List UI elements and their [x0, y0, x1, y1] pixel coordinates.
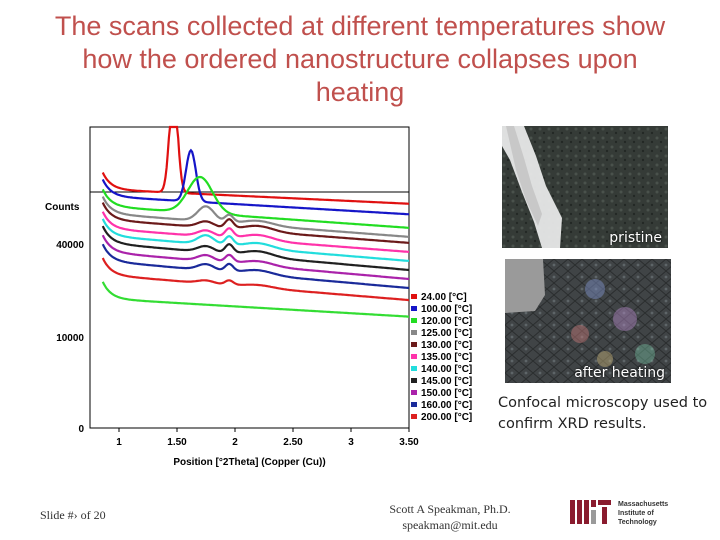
legend-swatch	[411, 402, 417, 407]
y-tick-label: 40000	[56, 240, 84, 251]
author-email[interactable]: speakman@mit.edu	[402, 518, 498, 532]
title-line: heating	[315, 77, 405, 107]
y-tick-label: 0	[78, 424, 84, 435]
micrograph-heated: after heating	[505, 259, 671, 383]
legend-swatch	[411, 342, 417, 347]
legend-label: 24.00 [°C]	[421, 292, 467, 303]
legend-swatch	[411, 294, 417, 299]
legend-label: 120.00 [°C]	[421, 316, 472, 327]
title-line: how the ordered nanostructure collapses …	[82, 44, 638, 74]
series-line	[101, 225, 410, 272]
legend-label: 160.00 [°C]	[421, 400, 472, 411]
micrograph-label-heated: after heating	[574, 365, 665, 381]
mit-logo: Massachusetts Institute of Technology	[570, 500, 668, 526]
series-line	[101, 202, 410, 244]
micrograph-pristine: pristine	[502, 126, 668, 248]
slide-title: The scans collected at different tempera…	[20, 10, 700, 109]
micrograph-label-pristine: pristine	[609, 230, 662, 246]
legend-label: 135.00 [°C]	[421, 352, 472, 363]
micrograph-pristine-image	[502, 126, 668, 248]
series-line	[101, 211, 410, 253]
legend-swatch	[411, 306, 417, 311]
x-axis-label: Position [°2Theta] (Copper (Cu))	[173, 457, 325, 468]
logo-line-3: Technology	[618, 519, 657, 526]
x-tick-label: 3	[348, 437, 354, 448]
legend-swatch	[411, 378, 417, 383]
series-line	[101, 125, 410, 205]
title-line: The scans collected at different tempera…	[54, 11, 666, 41]
legend-swatch	[411, 354, 417, 359]
x-tick-label: 3.50	[399, 437, 419, 448]
logo-line-2: Institute of	[618, 510, 654, 517]
series-line	[101, 281, 409, 318]
legend-swatch	[411, 390, 417, 395]
legend-swatch	[411, 414, 417, 419]
y-axis-label: Counts	[45, 202, 80, 213]
series-line	[101, 196, 410, 238]
legend-label: 200.00 [°C]	[421, 412, 472, 423]
x-tick-label: 1.50	[167, 437, 187, 448]
legend-label: 145.00 [°C]	[421, 376, 472, 387]
slide-number: Slide #› of 20	[40, 508, 106, 522]
series-line	[101, 218, 410, 262]
xrd-chart: 1 1.50 2 2.50 3 3.50 Position [°2Theta] (Coppe…	[45, 125, 472, 468]
legend-label: 140.00 [°C]	[421, 364, 472, 375]
x-tick-label: 1	[116, 437, 122, 448]
legend-swatch	[411, 366, 417, 371]
series-line	[101, 175, 409, 229]
legend-swatch	[411, 330, 417, 335]
mit-logo-mark	[570, 500, 611, 524]
x-tick-label: 2.50	[283, 437, 303, 448]
legend-swatch	[411, 318, 417, 323]
y-tick-label: 10000	[56, 333, 84, 344]
figure-caption: Confocal microscopy used to confirm XRD …	[498, 395, 708, 432]
legend-label: 100.00 [°C]	[421, 304, 472, 315]
legend-label: 130.00 [°C]	[421, 340, 472, 351]
series-line	[101, 234, 410, 281]
legend-label: 150.00 [°C]	[421, 388, 472, 399]
logo-line-1: Massachusetts	[618, 501, 668, 508]
series-line	[101, 148, 410, 216]
author-name: Scott A Speakman, Ph.D.	[389, 502, 511, 516]
x-tick-label: 2	[232, 437, 238, 448]
micrograph-heated-image	[505, 259, 671, 383]
series-line	[101, 243, 410, 290]
legend-label: 125.00 [°C]	[421, 328, 472, 339]
series-line	[101, 257, 410, 302]
